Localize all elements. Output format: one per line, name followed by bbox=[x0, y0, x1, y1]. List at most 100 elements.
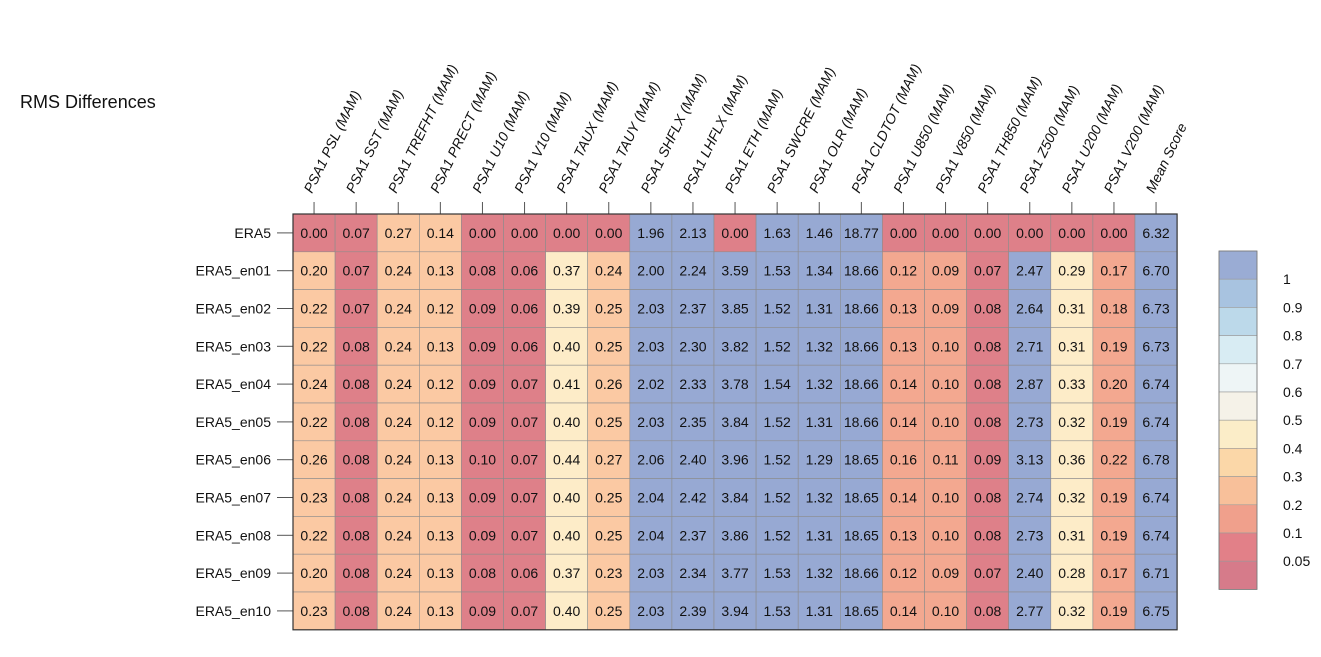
cell-value: 0.13 bbox=[890, 527, 917, 543]
heatmap-cell bbox=[1134, 213, 1178, 253]
cell-value: 0.13 bbox=[427, 338, 454, 354]
heatmap-cell bbox=[1008, 591, 1052, 631]
cell-value: 0.17 bbox=[1100, 565, 1127, 581]
cell-value: 2.37 bbox=[679, 527, 706, 543]
heatmap-cell bbox=[671, 251, 715, 290]
cell-value: 3.84 bbox=[721, 414, 748, 430]
cell-value: 3.96 bbox=[721, 452, 748, 468]
cell-value: 0.07 bbox=[511, 376, 538, 392]
heatmap-cell bbox=[924, 516, 967, 555]
heatmap-cell bbox=[587, 327, 631, 366]
heatmap-frame bbox=[292, 213, 1178, 631]
heatmap-cell bbox=[966, 213, 1009, 253]
heatmap-cell bbox=[629, 402, 673, 442]
cell-value: 18.65 bbox=[844, 452, 879, 468]
colorbar-segment bbox=[1218, 250, 1258, 280]
heatmap-cell bbox=[1050, 289, 1094, 328]
cell-value: 0.24 bbox=[385, 414, 412, 430]
heatmap-cell bbox=[334, 478, 378, 517]
heatmap-cell bbox=[334, 516, 378, 555]
heatmap-cell bbox=[1092, 364, 1136, 404]
heatmap-cell bbox=[671, 478, 715, 517]
cell-value: 0.14 bbox=[890, 490, 917, 506]
cell-value: 0.00 bbox=[974, 225, 1001, 241]
colorbar-segment bbox=[1218, 363, 1258, 393]
cell-value: 0.27 bbox=[595, 452, 622, 468]
heatmap-cell bbox=[545, 478, 588, 517]
cell-value: 0.08 bbox=[343, 490, 370, 506]
cell-value: 0.24 bbox=[385, 490, 412, 506]
heatmap-cell bbox=[1134, 402, 1178, 442]
cell-value: 0.08 bbox=[343, 376, 370, 392]
cell-value: 0.24 bbox=[595, 263, 622, 279]
cell-value: 0.40 bbox=[553, 603, 580, 619]
cell-value: 0.24 bbox=[300, 376, 327, 392]
cell-value: 0.13 bbox=[427, 603, 454, 619]
cell-value: 0.13 bbox=[427, 490, 454, 506]
cell-value: 0.25 bbox=[595, 603, 622, 619]
cell-value: 0.23 bbox=[595, 565, 622, 581]
heatmap-cell bbox=[503, 364, 546, 404]
heatmap-cell bbox=[1008, 327, 1052, 366]
heatmap-cell bbox=[839, 553, 883, 593]
cell-value: 0.14 bbox=[427, 225, 454, 241]
cell-value: 2.03 bbox=[637, 338, 664, 354]
cell-value: 0.44 bbox=[553, 452, 580, 468]
colorbar-segment bbox=[1218, 391, 1258, 421]
cell-value: 0.27 bbox=[385, 225, 412, 241]
cell-value: 6.78 bbox=[1142, 452, 1169, 468]
heatmap-cell bbox=[882, 516, 925, 555]
cell-value: 0.06 bbox=[511, 263, 538, 279]
row-label-era5-en06: ERA5_en06 bbox=[195, 452, 271, 468]
cell-value: 0.31 bbox=[1058, 301, 1085, 317]
cell-value: 0.20 bbox=[1100, 376, 1127, 392]
cell-value: 0.09 bbox=[974, 452, 1001, 468]
heatmap-cell bbox=[418, 402, 462, 442]
heatmap-cell bbox=[839, 364, 883, 404]
row-label-era5-en10: ERA5_en10 bbox=[195, 603, 271, 619]
column-label-mean-score: Mean Score bbox=[1142, 120, 1190, 195]
heatmap-cell bbox=[797, 402, 841, 442]
heatmap-cell bbox=[671, 364, 715, 404]
heatmap-cell bbox=[292, 591, 336, 631]
cell-value: 2.02 bbox=[637, 376, 664, 392]
heatmap-cell bbox=[334, 364, 378, 404]
cell-value: 0.10 bbox=[469, 452, 496, 468]
row-label-era5-en05: ERA5_en05 bbox=[195, 414, 271, 430]
heatmap-cell bbox=[461, 478, 504, 517]
cell-value: 0.12 bbox=[427, 301, 454, 317]
heatmap-cell bbox=[587, 289, 631, 328]
cell-value: 2.35 bbox=[679, 414, 706, 430]
cell-value: 2.39 bbox=[679, 603, 706, 619]
cell-value: 0.08 bbox=[469, 565, 496, 581]
cell-value: 0.08 bbox=[343, 603, 370, 619]
cell-value: 0.40 bbox=[553, 527, 580, 543]
cell-value: 0.00 bbox=[1058, 225, 1085, 241]
cell-value: 2.73 bbox=[1016, 414, 1043, 430]
cell-value: 1.32 bbox=[806, 338, 833, 354]
heatmap-cell bbox=[629, 251, 673, 290]
colorbar-label: 0.3 bbox=[1283, 469, 1303, 485]
cell-value: 0.17 bbox=[1100, 263, 1127, 279]
cell-value: 6.74 bbox=[1142, 376, 1169, 392]
heatmap-cell bbox=[292, 478, 336, 517]
heatmap-cell bbox=[924, 553, 967, 593]
heatmap-cell bbox=[966, 327, 1009, 366]
cell-value: 0.25 bbox=[595, 301, 622, 317]
cell-value: 0.19 bbox=[1100, 338, 1127, 354]
cell-value: 6.73 bbox=[1142, 338, 1169, 354]
cell-value: 0.09 bbox=[469, 603, 496, 619]
heatmap-cell bbox=[461, 327, 504, 366]
heatmap-cell bbox=[924, 251, 967, 290]
cell-value: 0.09 bbox=[932, 565, 959, 581]
heatmap-cell bbox=[292, 327, 336, 366]
heatmap-cell bbox=[1092, 327, 1136, 366]
heatmap-cell bbox=[418, 440, 462, 479]
cell-value: 0.19 bbox=[1100, 603, 1127, 619]
row-labels: ERA5 ERA5_en01 ERA5_en02 ERA5_en03 ERA5_en04… bbox=[195, 225, 293, 619]
cell-value: 0.23 bbox=[300, 603, 327, 619]
heatmap-cell bbox=[966, 364, 1009, 404]
cell-value: 2.73 bbox=[1016, 527, 1043, 543]
heatmap-cell bbox=[334, 251, 378, 290]
heatmap-cell bbox=[418, 213, 462, 253]
